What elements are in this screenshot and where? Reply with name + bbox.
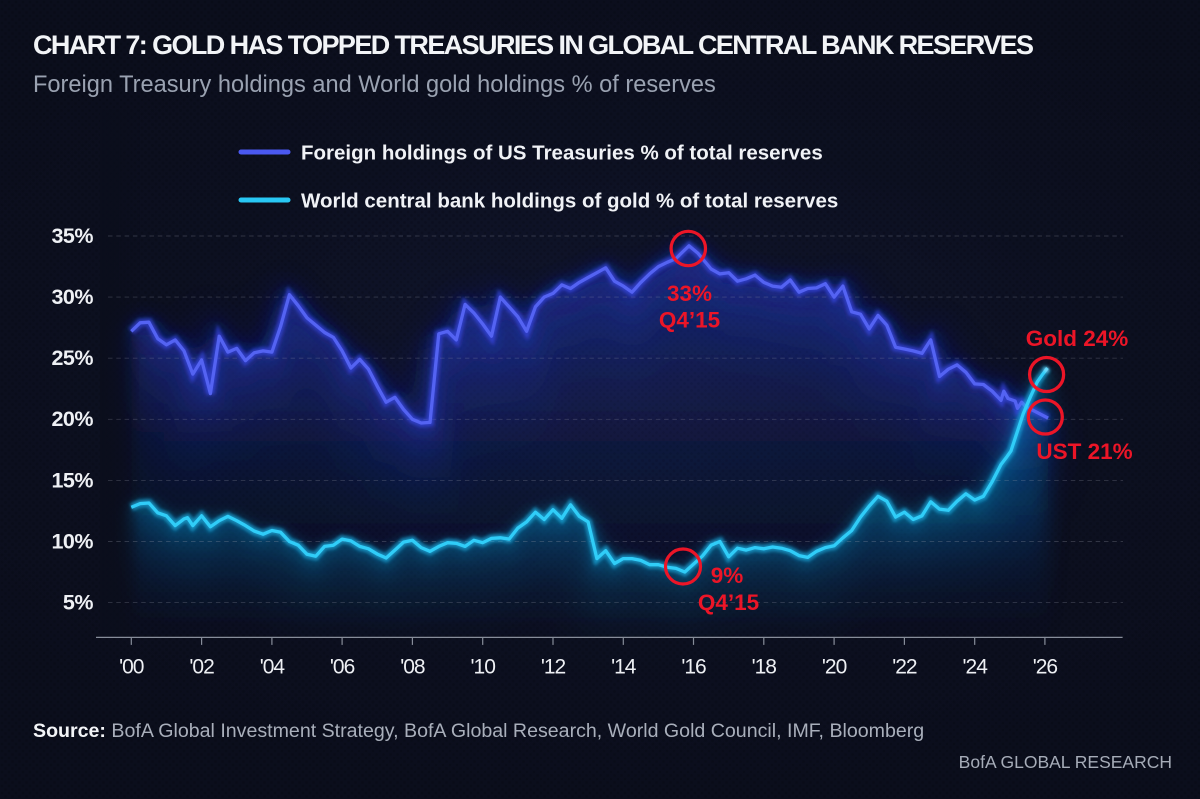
svg-text:'24: '24 (963, 656, 989, 679)
svg-text:'20: '20 (822, 656, 847, 679)
svg-text:Foreign holdings of US Treasur: Foreign holdings of US Treasuries % of t… (301, 142, 823, 165)
svg-text:30%: 30% (51, 285, 93, 309)
svg-text:UST 21%: UST 21% (1036, 439, 1132, 464)
svg-text:'00: '00 (119, 656, 144, 679)
svg-text:'18: '18 (752, 656, 777, 679)
svg-text:33%: 33% (667, 281, 712, 306)
svg-text:Gold 24%: Gold 24% (1026, 326, 1129, 351)
svg-text:'10: '10 (471, 656, 496, 679)
svg-text:Q4’15: Q4’15 (698, 590, 759, 615)
svg-text:20%: 20% (51, 407, 93, 431)
svg-text:'06: '06 (330, 656, 355, 679)
svg-text:Source: BofA Global Investment: Source: BofA Global Investment Strategy,… (33, 720, 924, 742)
svg-text:'22: '22 (892, 656, 917, 679)
svg-text:'08: '08 (400, 656, 425, 679)
svg-text:Q4’15: Q4’15 (659, 308, 720, 333)
svg-text:'12: '12 (541, 656, 566, 679)
svg-text:Foreign Treasury holdings and: Foreign Treasury holdings and World gold… (33, 72, 716, 98)
svg-text:15%: 15% (51, 468, 93, 492)
svg-text:9%: 9% (711, 563, 744, 588)
svg-text:BofA GLOBAL RESEARCH: BofA GLOBAL RESEARCH (959, 752, 1172, 772)
svg-text:'26: '26 (1033, 656, 1058, 679)
svg-text:World central bank holdings of: World central bank holdings of gold % of… (301, 190, 838, 213)
svg-text:35%: 35% (51, 224, 93, 248)
svg-text:CHART 7: GOLD HAS TOPPED TREAS: CHART 7: GOLD HAS TOPPED TREASURIES IN G… (33, 30, 1033, 60)
svg-text:'14: '14 (611, 656, 637, 679)
svg-text:25%: 25% (51, 346, 93, 370)
svg-text:'02: '02 (189, 656, 214, 679)
svg-text:'04: '04 (260, 656, 286, 679)
svg-text:10%: 10% (51, 529, 93, 553)
svg-text:'16: '16 (681, 656, 706, 679)
svg-text:5%: 5% (63, 591, 93, 615)
